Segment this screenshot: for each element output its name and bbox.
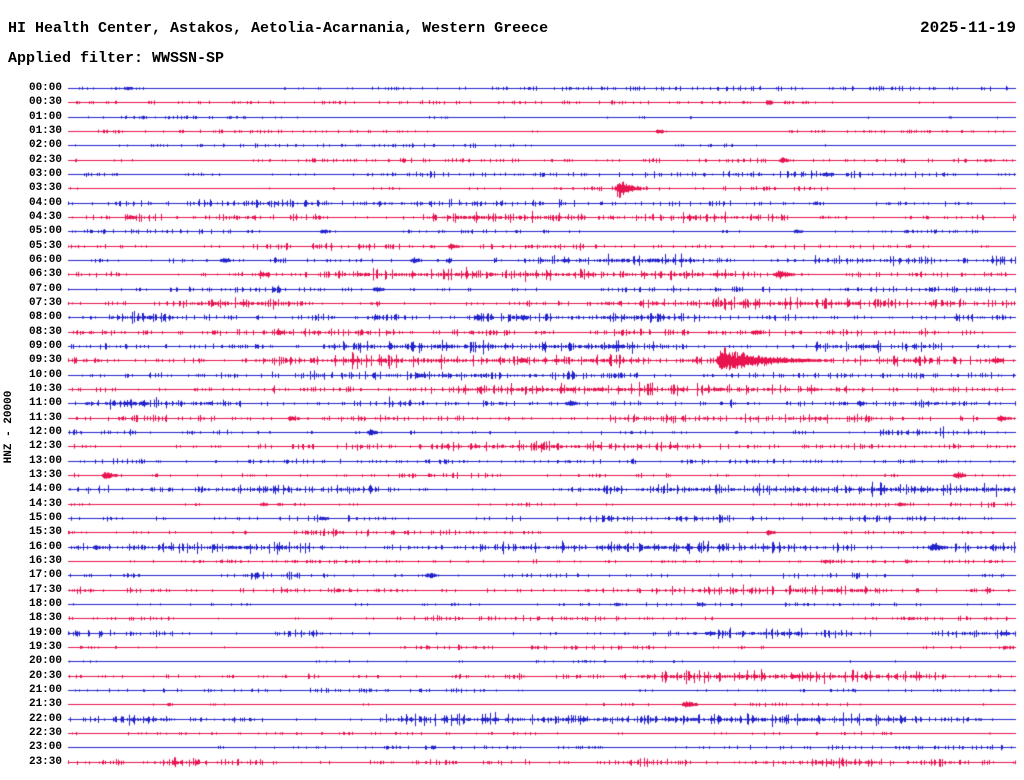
seismogram-canvas [0,0,1024,780]
helicorder-page: HI Health Center, Astakos, Aetolia-Acarn… [0,0,1024,780]
